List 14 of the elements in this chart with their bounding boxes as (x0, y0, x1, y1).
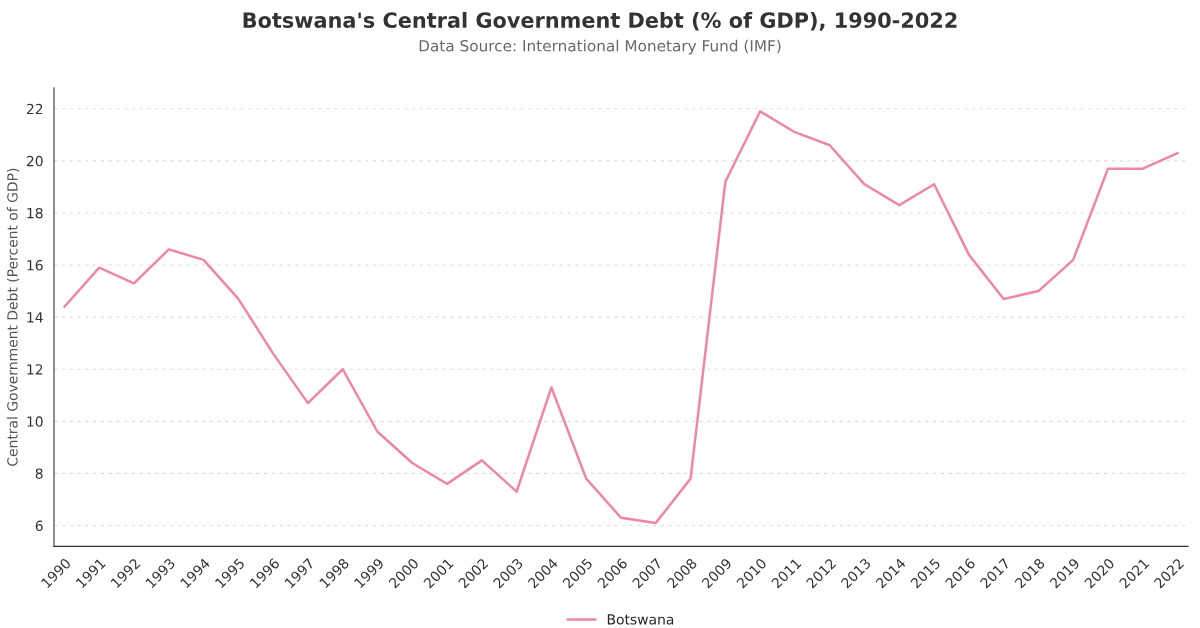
legend-label: Botswana (607, 614, 674, 625)
y-tick-label: 8 (35, 468, 43, 479)
y-tick-label: 12 (27, 364, 43, 375)
chart-title: Botswana's Central Government Debt (% of GDP), 1990-2022 (243, 11, 957, 31)
y-tick-label: 6 (35, 520, 43, 531)
y-tick-label: 16 (27, 260, 43, 271)
y-tick-label: 10 (27, 416, 43, 427)
y-tick-label: 14 (27, 312, 43, 323)
y-tick-label: 22 (26, 103, 43, 115)
y-tick-label: 20 (26, 155, 43, 167)
y-tick-label: 18 (27, 207, 43, 219)
line-series (63, 110, 1179, 525)
y-axis-title: Central Government Debt (Percent of GDP) (6, 168, 20, 466)
chart-subtitle: Data Source: International Monetary Fund (IMF) (419, 39, 781, 55)
